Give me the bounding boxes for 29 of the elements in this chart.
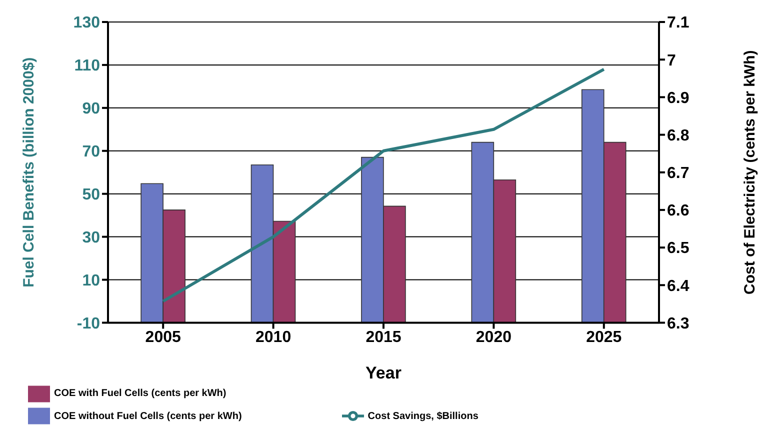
y2-tick-label: 6.6	[667, 202, 690, 220]
legend-label: COE without Fuel Cells (cents per kWh)	[54, 411, 242, 422]
y-tick-label: 130	[73, 14, 100, 32]
x-tick-label: 2020	[476, 329, 512, 346]
x-tick-label: 2005	[145, 329, 181, 346]
y2-tick-label: 7	[667, 52, 676, 70]
y-axis-title: Fuel Cell Benefits (billion 2000$)	[20, 57, 38, 288]
legend-label: Cost Savings, $Billions	[368, 411, 478, 422]
x-tick-label: 2025	[586, 329, 622, 346]
y2-tick-label: 6.5	[667, 240, 690, 258]
y-tick-label: -10	[76, 315, 100, 332]
y-tick-label: 50	[82, 186, 100, 204]
y-tick-label: 30	[82, 229, 100, 246]
y2-tick-label: 6.8	[667, 127, 690, 144]
x-tick-label: 2015	[366, 329, 402, 346]
y-tick-label: 90	[82, 100, 100, 118]
y2-axis-title: Cost of Electricity (cents per kWh)	[741, 50, 758, 294]
y2-tick-label: 6.9	[667, 90, 690, 107]
y2-tick-label: 6.4	[667, 278, 690, 295]
y2-tick-label: 7.1	[667, 14, 690, 32]
x-tick-label: 2010	[256, 329, 292, 346]
y2-tick-label: 6.3	[667, 315, 690, 332]
line-series	[162, 68, 606, 303]
y-tick-label: 10	[82, 272, 100, 290]
y-tick-label: 70	[82, 144, 100, 161]
y2-tick-label: 6.7	[667, 165, 690, 182]
legend-label: COE with Fuel Cells (cents per kWh)	[54, 388, 226, 400]
y-tick-label: 110	[74, 58, 100, 75]
x-axis-title: Year	[366, 364, 402, 383]
